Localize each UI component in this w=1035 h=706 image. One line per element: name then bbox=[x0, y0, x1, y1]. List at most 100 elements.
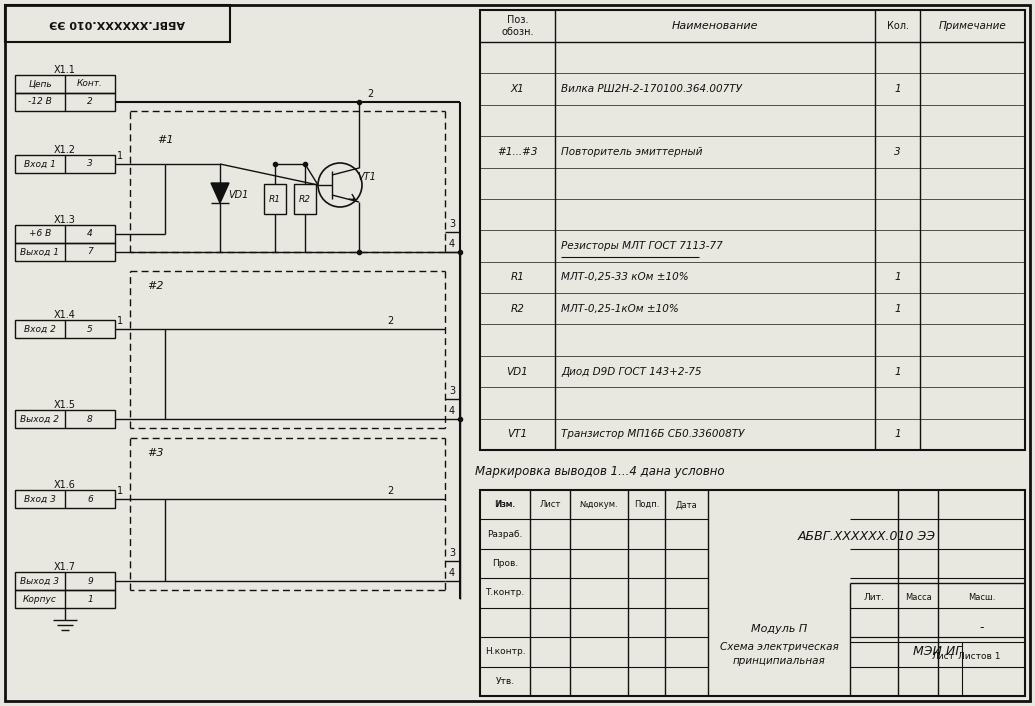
Text: -12 В: -12 В bbox=[28, 97, 52, 107]
Text: 1: 1 bbox=[87, 594, 93, 604]
Polygon shape bbox=[211, 183, 229, 203]
Text: 1: 1 bbox=[117, 151, 123, 161]
Text: -: - bbox=[979, 621, 983, 634]
Text: АБВГ.XXXXXX.010 ЭЭ: АБВГ.XXXXXX.010 ЭЭ bbox=[798, 530, 936, 543]
Text: X1.5: X1.5 bbox=[54, 400, 76, 410]
Bar bbox=[14, 75, 115, 93]
Text: 3: 3 bbox=[87, 160, 93, 169]
Text: Н.контр.: Н.контр. bbox=[484, 647, 526, 657]
Text: АБВГ.XXXXXX.010 ЭЭ: АБВГ.XXXXXX.010 ЭЭ bbox=[49, 18, 185, 28]
Text: Вилка РШ2Н-2-170100.364.007ТУ: Вилка РШ2Н-2-170100.364.007ТУ bbox=[561, 84, 742, 94]
Bar bbox=[14, 590, 115, 608]
Text: 3: 3 bbox=[449, 219, 455, 229]
Text: Выход 3: Выход 3 bbox=[21, 577, 59, 585]
Text: #3: #3 bbox=[147, 448, 164, 458]
Text: Корпус: Корпус bbox=[23, 594, 57, 604]
Text: #1: #1 bbox=[156, 135, 173, 145]
Bar bbox=[264, 184, 286, 214]
Text: Лист: Лист bbox=[932, 652, 955, 661]
Text: 1: 1 bbox=[894, 273, 900, 282]
Text: #2: #2 bbox=[147, 281, 164, 291]
Text: Кол.: Кол. bbox=[887, 21, 909, 31]
Bar bbox=[480, 10, 1025, 450]
Text: Повторитель эмиттерный: Повторитель эмиттерный bbox=[561, 147, 703, 157]
Text: 1: 1 bbox=[894, 366, 900, 376]
Text: X1.3: X1.3 bbox=[54, 215, 76, 225]
Text: МЛТ-0,25-1кОм ±10%: МЛТ-0,25-1кОм ±10% bbox=[561, 304, 679, 313]
Text: Примечание: Примечание bbox=[939, 21, 1006, 31]
Text: X1.2: X1.2 bbox=[54, 145, 76, 155]
Text: X1.4: X1.4 bbox=[54, 310, 76, 320]
Text: Диод D9D ГОСТ 143+2-75: Диод D9D ГОСТ 143+2-75 bbox=[561, 366, 702, 376]
Bar bbox=[5, 5, 230, 42]
Text: VT1: VT1 bbox=[357, 172, 377, 182]
Text: Т.контр.: Т.контр. bbox=[485, 589, 525, 597]
Bar bbox=[14, 243, 115, 261]
Text: X1.1: X1.1 bbox=[54, 65, 76, 75]
Text: Цепь: Цепь bbox=[28, 80, 52, 88]
Text: Изм.: Изм. bbox=[495, 501, 514, 509]
Text: 2: 2 bbox=[366, 89, 374, 99]
Text: 1: 1 bbox=[894, 304, 900, 313]
Text: Масса: Масса bbox=[905, 593, 932, 602]
Text: 3: 3 bbox=[449, 548, 455, 558]
Text: 2: 2 bbox=[87, 97, 93, 107]
Text: 3: 3 bbox=[449, 386, 455, 396]
Text: Лист: Лист bbox=[539, 501, 561, 509]
Bar bbox=[14, 490, 115, 508]
Text: Маркировка выводов 1...4 дана условно: Маркировка выводов 1...4 дана условно bbox=[475, 465, 724, 479]
Text: Резисторы МЛТ ГОСТ 7113-77: Резисторы МЛТ ГОСТ 7113-77 bbox=[561, 241, 722, 251]
Text: принципиальная: принципиальная bbox=[733, 657, 825, 666]
Bar bbox=[480, 490, 1025, 696]
Bar bbox=[294, 184, 316, 214]
Text: X1: X1 bbox=[510, 84, 525, 94]
Text: R2: R2 bbox=[510, 304, 525, 313]
Bar bbox=[14, 93, 115, 111]
Text: 6: 6 bbox=[87, 494, 93, 503]
Text: Изм.: Изм. bbox=[495, 501, 515, 509]
Text: 8: 8 bbox=[87, 414, 93, 424]
Text: 7: 7 bbox=[87, 248, 93, 256]
Text: R2: R2 bbox=[299, 194, 310, 203]
Text: 9: 9 bbox=[87, 577, 93, 585]
Text: Утв.: Утв. bbox=[496, 677, 514, 686]
Text: 1: 1 bbox=[117, 486, 123, 496]
Text: VD1: VD1 bbox=[506, 366, 529, 376]
Text: Подп.: Подп. bbox=[633, 501, 659, 509]
Text: Модуль П: Модуль П bbox=[750, 625, 807, 635]
Text: R1: R1 bbox=[269, 194, 280, 203]
Text: Транзистор МП16Б СБ0.336008ТУ: Транзистор МП16Б СБ0.336008ТУ bbox=[561, 429, 744, 439]
Text: Вход 1: Вход 1 bbox=[24, 160, 56, 169]
Text: МЛТ-0,25-33 кОм ±10%: МЛТ-0,25-33 кОм ±10% bbox=[561, 273, 688, 282]
Text: VD1: VD1 bbox=[228, 190, 248, 200]
Text: X1.7: X1.7 bbox=[54, 562, 76, 572]
Text: R1: R1 bbox=[510, 273, 525, 282]
Text: Лит.: Лит. bbox=[863, 593, 885, 602]
Text: 1: 1 bbox=[894, 429, 900, 439]
Text: 4: 4 bbox=[449, 239, 455, 249]
Bar bbox=[14, 410, 115, 428]
Text: Выход 1: Выход 1 bbox=[21, 248, 59, 256]
Text: 1: 1 bbox=[117, 316, 123, 326]
Bar bbox=[14, 225, 115, 243]
Text: Вход 2: Вход 2 bbox=[24, 325, 56, 333]
Text: 3: 3 bbox=[894, 147, 900, 157]
Text: Разраб.: Разраб. bbox=[487, 530, 523, 539]
Text: Конт.: Конт. bbox=[77, 80, 102, 88]
Text: 4: 4 bbox=[449, 406, 455, 416]
Bar bbox=[14, 320, 115, 338]
Text: 2: 2 bbox=[387, 486, 393, 496]
Text: 5: 5 bbox=[87, 325, 93, 333]
Text: Схема электрическая: Схема электрическая bbox=[719, 642, 838, 652]
Text: X1.6: X1.6 bbox=[54, 480, 76, 490]
Text: Пров.: Пров. bbox=[492, 559, 519, 568]
Text: 1: 1 bbox=[894, 84, 900, 94]
Text: Выход 2: Выход 2 bbox=[21, 414, 59, 424]
Text: Наименование: Наименование bbox=[672, 21, 759, 31]
Text: Листов 1: Листов 1 bbox=[958, 652, 1001, 661]
Text: #1...#3: #1...#3 bbox=[497, 147, 538, 157]
Text: №докум.: №докум. bbox=[580, 501, 618, 509]
Bar bbox=[14, 572, 115, 590]
Text: Поз.
обозн.: Поз. обозн. bbox=[501, 16, 534, 37]
Text: 4: 4 bbox=[449, 568, 455, 578]
